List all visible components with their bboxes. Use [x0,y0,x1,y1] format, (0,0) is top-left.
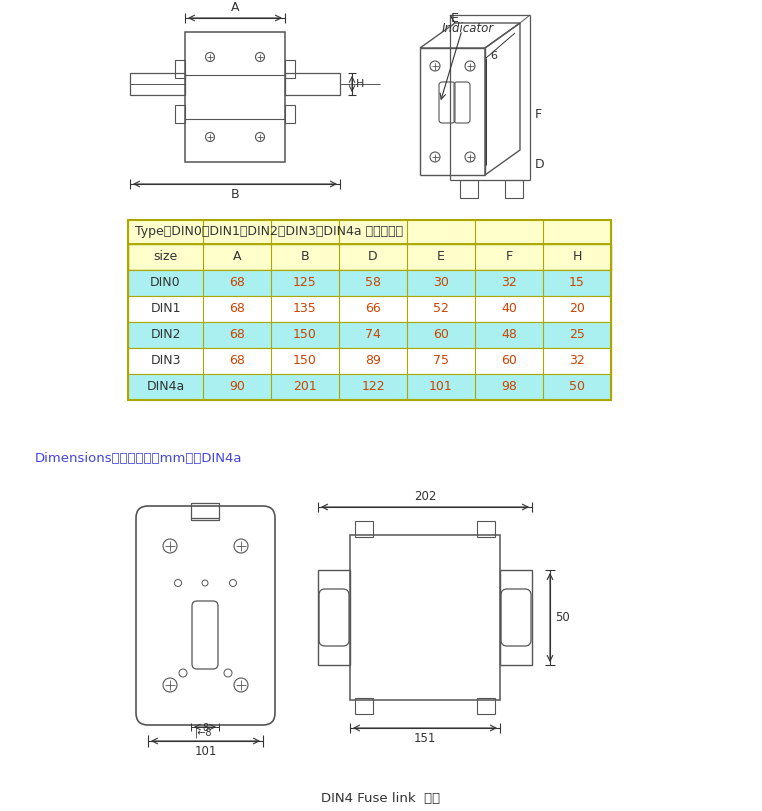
Text: H: H [572,251,581,264]
Text: DIN0: DIN0 [150,277,181,290]
Bar [191,503,219,520]
Bar [285,105,295,123]
Text: B: B [301,251,309,264]
Text: 101: 101 [194,745,216,758]
Bar [355,698,373,714]
Text: 68: 68 [229,277,245,290]
Text: 15: 15 [569,277,585,290]
Bar [128,220,611,244]
Text: 201: 201 [293,380,317,393]
Text: A: A [232,251,242,264]
Bar [128,374,611,400]
Text: A: A [231,1,239,14]
Text: 68: 68 [229,354,245,367]
Bar [128,244,611,270]
Text: 40: 40 [501,303,517,315]
Text: 60: 60 [501,354,517,367]
Text: F: F [505,251,513,264]
Text: 89: 89 [365,354,381,367]
Bar [318,570,350,665]
Text: E: E [451,12,459,25]
Text: Type：DIN0、DIN1、DIN2、DIN3、DIN4a 尺寸示意图: Type：DIN0、DIN1、DIN2、DIN3、DIN4a 尺寸示意图 [135,225,403,238]
Text: 90: 90 [229,380,245,393]
Text: 32: 32 [569,354,585,367]
Text: size: size [153,251,178,264]
Bar [128,270,611,296]
Bar [500,570,532,665]
Bar [128,220,611,400]
Bar [175,60,185,78]
Text: 32: 32 [501,277,517,290]
Text: D: D [535,158,545,171]
Text: 68: 68 [229,303,245,315]
Bar [175,105,185,123]
Text: D: D [368,251,378,264]
Text: 60: 60 [433,328,449,341]
Bar [355,521,373,537]
Text: 74: 74 [365,328,381,341]
Text: DIN4a: DIN4a [146,380,184,393]
Text: 101: 101 [429,380,453,393]
Text: B: B [231,188,239,201]
Text: 52: 52 [433,303,449,315]
Text: DIN1: DIN1 [150,303,181,315]
Bar [460,180,478,198]
Bar [130,73,185,95]
Text: DIN3: DIN3 [150,354,181,367]
Text: 58: 58 [365,277,381,290]
Text: 151: 151 [414,732,436,745]
Text: 50: 50 [569,380,585,393]
Text: 25: 25 [569,328,585,341]
Text: H: H [356,79,364,89]
Text: 75: 75 [433,354,449,367]
Text: 50: 50 [555,611,570,624]
Text: 20: 20 [569,303,585,315]
Text: 8: 8 [202,723,208,733]
Text: 125: 125 [293,277,317,290]
Text: 48: 48 [501,328,517,341]
Bar [128,322,611,348]
Bar [285,73,340,95]
Bar [350,535,500,700]
Text: 66: 66 [365,303,381,315]
Text: 135: 135 [293,303,317,315]
Text: 150: 150 [293,354,317,367]
Text: F: F [535,109,542,122]
Bar [128,348,611,374]
Bar [477,521,495,537]
Text: |←8: |←8 [194,727,212,737]
Bar [505,180,523,198]
Text: 122: 122 [361,380,385,393]
Bar [128,296,611,322]
Text: 6: 6 [490,51,497,61]
Text: 150: 150 [293,328,317,341]
Bar [185,32,285,162]
Text: E: E [437,251,445,264]
Text: Indicator: Indicator [442,22,495,35]
Text: DIN4 Fuse link  熔体: DIN4 Fuse link 熔体 [322,792,440,805]
Text: 68: 68 [229,328,245,341]
Bar [477,698,495,714]
Bar [285,60,295,78]
Text: DIN2: DIN2 [150,328,181,341]
Text: 98: 98 [501,380,517,393]
Text: Dimensions安装尺寸图（mm）：DIN4a: Dimensions安装尺寸图（mm）：DIN4a [35,452,242,465]
Text: 30: 30 [433,277,449,290]
Text: 202: 202 [414,490,436,503]
